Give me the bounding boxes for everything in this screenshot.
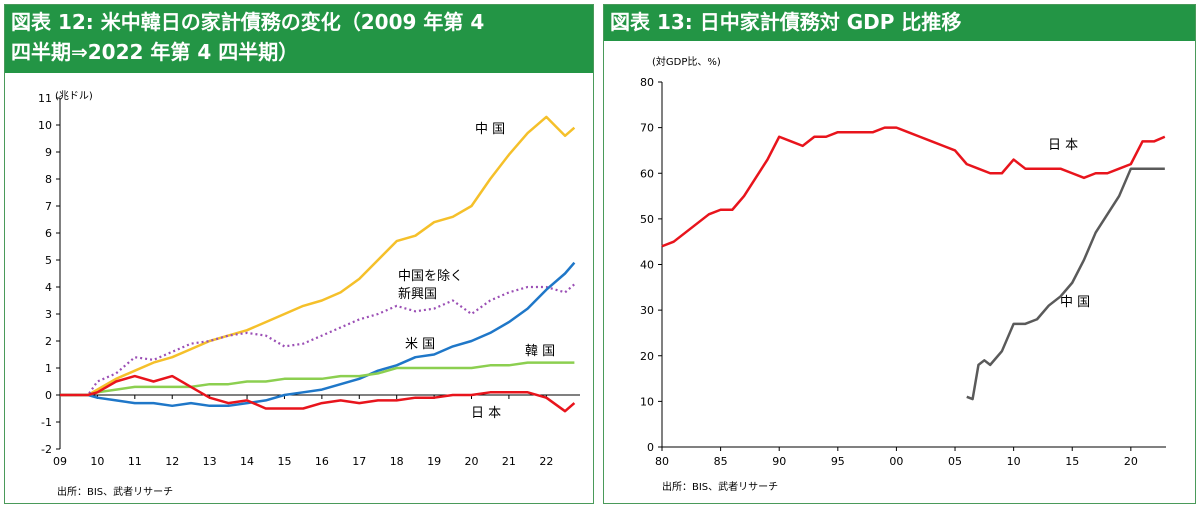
x-tick-label: 13	[203, 455, 217, 468]
x-tick-label: 18	[390, 455, 404, 468]
series-us	[60, 261, 576, 408]
annotation-em-line1: 中国を除く	[398, 269, 463, 284]
series-korea	[60, 361, 575, 397]
x-tick-label: 19	[427, 455, 441, 468]
x-tick-label: 17	[352, 455, 366, 468]
panel-debt-to-gdp: 図表 13: 日中家計債務対 GDP 比推移 0 10 20 30 40 50 60 70 80…	[603, 4, 1196, 504]
x-tick-label: 10	[1007, 455, 1021, 468]
y-tick-label: 2	[45, 335, 52, 348]
y-tick-label: 4	[45, 281, 52, 294]
x-tick-label: 20	[1124, 455, 1138, 468]
y-tick-label: -2	[41, 443, 52, 456]
y-tick-label: 20	[640, 350, 654, 363]
y-tick-label: 60	[640, 167, 654, 180]
debt-to-gdp-chart: 0 10 20 30 40 50 60 70 80 80 85 90 95 00 05 10 15 20 (対GD…	[640, 55, 1166, 493]
y-tick-label: 50	[640, 213, 654, 226]
panel-household-debt-change: 図表 12: 米中韓日の家計債務の変化（2009 年第 4 四半期⇒2022 年…	[4, 4, 594, 504]
y-tick-label: 0	[45, 389, 52, 402]
x-tick-label: 10	[90, 455, 104, 468]
y-tick-label: -1	[41, 416, 52, 429]
x-tick-label: 14	[240, 455, 254, 468]
x-tick-label: 21	[502, 455, 516, 468]
x-tick-label: 15	[277, 455, 291, 468]
x-tick-label: 95	[831, 455, 845, 468]
series-china	[966, 167, 1165, 401]
annotation-korea: 韓 国	[525, 344, 555, 359]
series-china	[60, 115, 576, 397]
x-tick-label: 85	[714, 455, 728, 468]
y-tick-label: 3	[45, 308, 52, 321]
y-tick-label: 1	[45, 362, 52, 375]
x-tick-label: 00	[889, 455, 903, 468]
y-tick-label: 5	[45, 254, 52, 267]
x-tick-label: 16	[315, 455, 329, 468]
series-japan	[661, 126, 1166, 248]
y-tick-label: 80	[640, 76, 654, 89]
y-tick-label: 0	[647, 441, 654, 454]
x-tick-label: 05	[948, 455, 962, 468]
x-tick-label: 80	[655, 455, 669, 468]
chart-header: 図表 13: 日中家計債務対 GDP 比推移	[604, 5, 1195, 41]
y-tick-label: 30	[640, 304, 654, 317]
x-tick-label: 12	[165, 455, 179, 468]
y-tick-label: 10	[640, 395, 654, 408]
annotation-em-line2: 新興国	[398, 286, 437, 302]
x-tick-label: 15	[1065, 455, 1079, 468]
y-tick-label: 11	[38, 92, 52, 105]
source-note: 出所：BIS、武者リサーチ	[662, 480, 778, 493]
chart-title-line2: 四半期⇒2022 年第 4 四半期）	[11, 40, 299, 64]
x-tick-label: 90	[772, 455, 786, 468]
series-japan	[60, 374, 576, 413]
y-tick-label: 7	[45, 200, 52, 213]
annotation-us: 米 国	[405, 337, 435, 352]
x-tick-label: 11	[128, 455, 142, 468]
x-tick-label: 09	[53, 455, 67, 468]
y-unit-label: (対GDP比、%)	[652, 55, 721, 68]
y-tick-label: 10	[38, 119, 52, 132]
series-em-ex-china	[60, 283, 576, 397]
y-tick-label: 40	[640, 259, 654, 272]
y-unit-label: (兆ドル)	[55, 90, 93, 102]
annotation-china: 中 国	[475, 122, 505, 137]
y-tick-label: 8	[45, 173, 52, 186]
y-tick-label: 70	[640, 122, 654, 135]
chart-title: 図表 13: 日中家計債務対 GDP 比推移	[610, 10, 962, 34]
annotation-china: 中 国	[1060, 295, 1090, 310]
annotation-japan: 日 本	[471, 406, 501, 421]
source-note: 出所：BIS、武者リサーチ	[57, 485, 173, 498]
x-tick-label: 22	[539, 455, 553, 468]
y-tick-label: 6	[45, 227, 52, 240]
y-tick-label: 9	[45, 146, 52, 159]
chart-title-line1: 図表 12: 米中韓日の家計債務の変化（2009 年第 4	[11, 10, 485, 34]
chart-header: 図表 12: 米中韓日の家計債務の変化（2009 年第 4 四半期⇒2022 年…	[5, 5, 593, 73]
x-tick-label: 20	[465, 455, 479, 468]
annotation-japan: 日 本	[1048, 138, 1078, 153]
